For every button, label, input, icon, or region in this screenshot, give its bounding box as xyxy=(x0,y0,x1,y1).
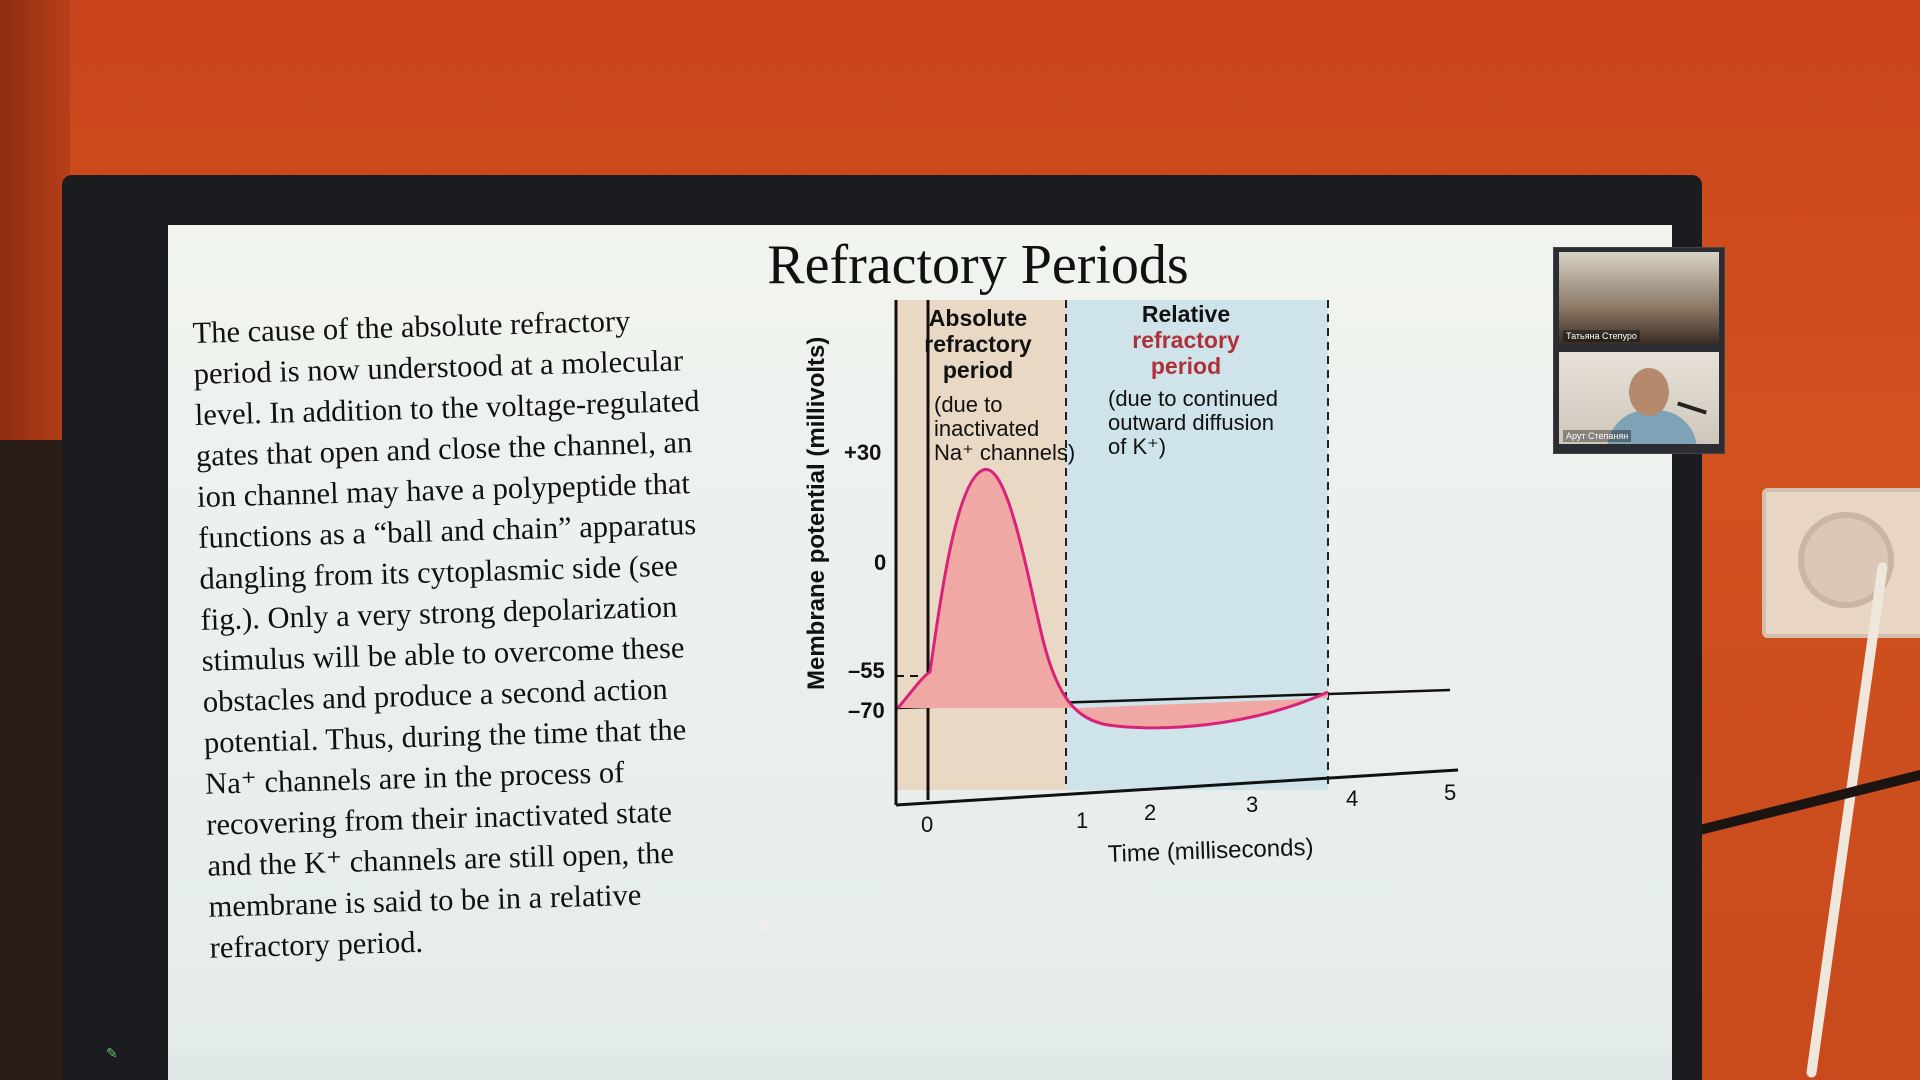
video-call-panel: Татьяна Степуро Арут Степанян xyxy=(1553,247,1725,454)
participant-name: Татьяна Степуро xyxy=(1563,330,1640,342)
relative-title-line: refractory xyxy=(1132,327,1240,353)
participant-name: Арут Степанян xyxy=(1563,430,1632,442)
absolute-title-line: Absolute xyxy=(929,305,1027,331)
relative-note-line: (due to continued xyxy=(1108,386,1278,411)
wall-socket xyxy=(1762,488,1920,638)
participant-face xyxy=(1629,368,1669,416)
presentation-slide: Refractory Periods The cause of the abso… xyxy=(168,225,1672,1055)
microphone xyxy=(1677,401,1707,415)
relative-title-line: Relative xyxy=(1142,301,1230,327)
y-axis-label: Membrane potential (millivolts) xyxy=(803,337,830,690)
monitor: Refractory Periods The cause of the abso… xyxy=(62,175,1725,1080)
y-tick-label: 0 xyxy=(874,550,886,575)
slide-body-text: The cause of the absolute refractory per… xyxy=(192,295,840,968)
pen-icon[interactable]: ✎ xyxy=(106,1045,118,1061)
participant-video[interactable]: Арут Степанян xyxy=(1559,352,1719,444)
relative-note-line: outward diffusion xyxy=(1108,410,1274,435)
relative-title-line: period xyxy=(1151,353,1221,379)
x-tick-label: 2 xyxy=(1144,800,1156,825)
y-tick-label: –70 xyxy=(848,698,885,723)
action-potential-area xyxy=(898,469,1328,728)
x-tick-label: 3 xyxy=(1246,792,1258,817)
absolute-title-line: refractory xyxy=(924,331,1032,357)
x-tick-label: 0 xyxy=(921,812,933,837)
relative-note-line: of K⁺) xyxy=(1108,434,1166,459)
slide-title: Refractory Periods xyxy=(767,234,1189,296)
participant-video[interactable]: Татьяна Степуро xyxy=(1559,252,1719,344)
x-tick-label: 4 xyxy=(1346,786,1358,811)
x-axis xyxy=(895,768,1459,807)
absolute-note-line: inactivated xyxy=(934,416,1039,441)
y-tick-label: +30 xyxy=(844,440,881,465)
power-cable-white xyxy=(1805,561,1889,1079)
x-axis-label: Time (milliseconds) xyxy=(1107,834,1314,868)
absolute-note-line: Na⁺ channels) xyxy=(934,440,1075,465)
y-tick-label: –55 xyxy=(848,658,885,683)
refractory-period-figure: +30 0 –55 –70 0 1 2 3 4 5 Time (millisec… xyxy=(803,300,1459,868)
monitor-screen: Refractory Periods The cause of the abso… xyxy=(168,225,1725,1080)
x-tick-label: 5 xyxy=(1444,780,1456,805)
absolute-title-line: period xyxy=(943,357,1013,383)
x-tick-label: 1 xyxy=(1076,808,1088,833)
absolute-note-line: (due to xyxy=(934,392,1003,417)
action-potential-curve xyxy=(896,468,1329,730)
